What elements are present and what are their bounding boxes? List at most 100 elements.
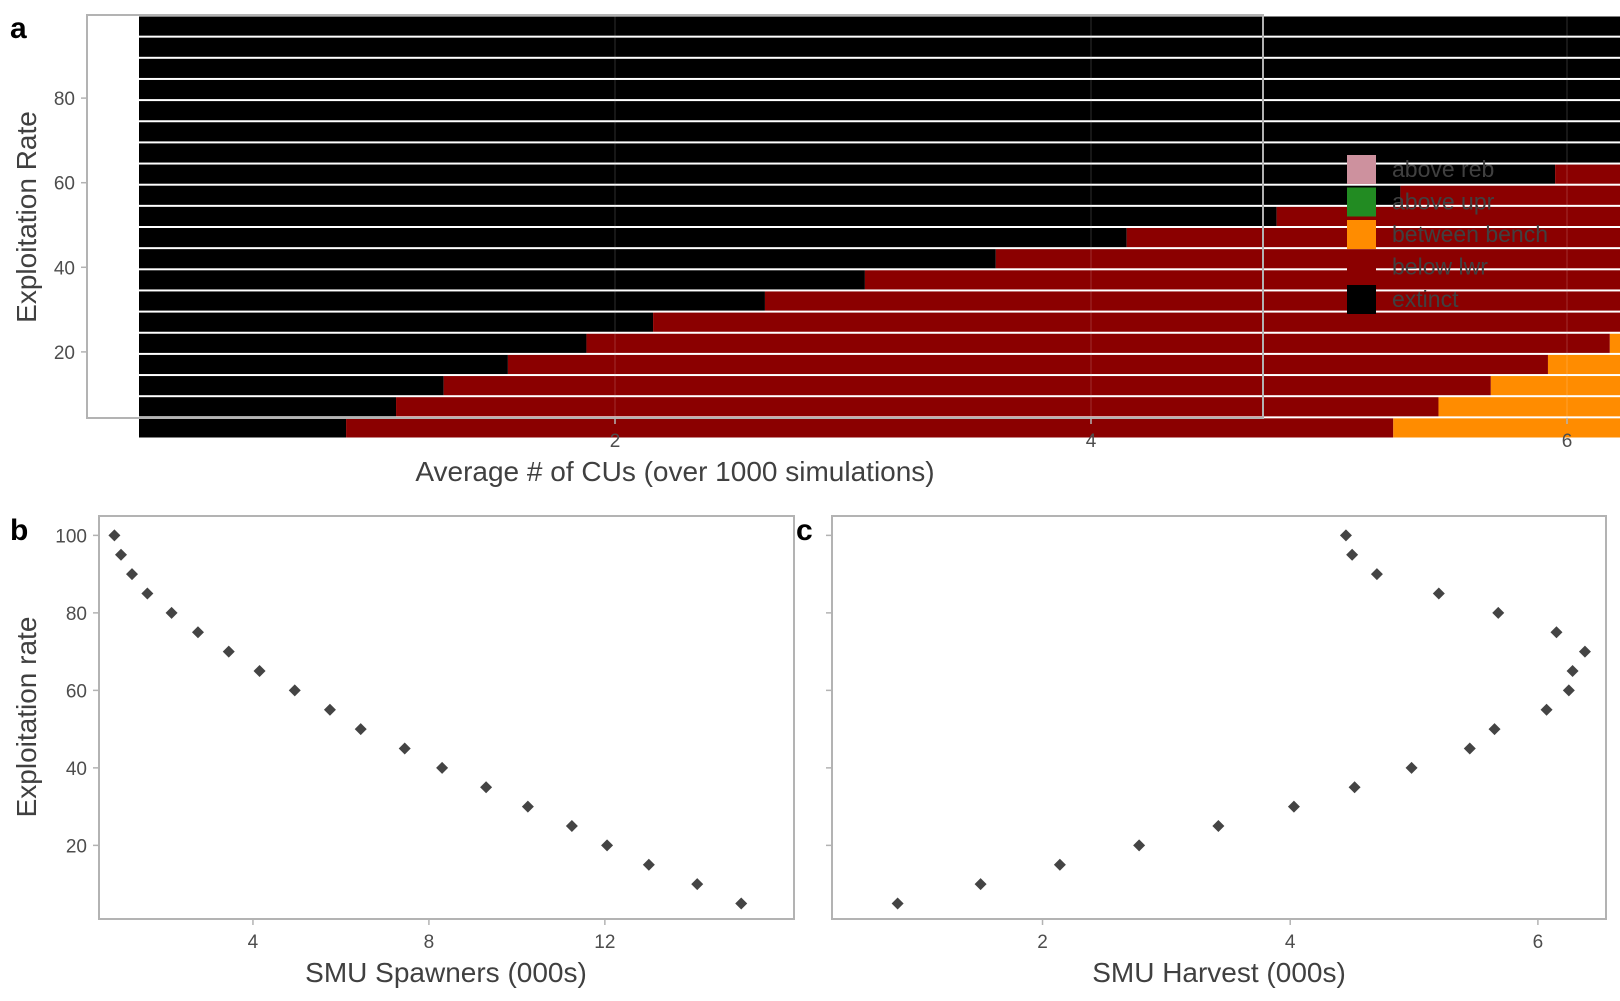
panel-b-x-tick-label: 4 xyxy=(248,932,259,953)
panel-a-x-tick-label: 2 xyxy=(610,431,621,452)
bar-segment-extinct xyxy=(139,79,1620,100)
panel-a-y-tick-label: 20 xyxy=(54,343,75,364)
panel-b: 4 8 12 20 40 60 80 100 SMU Spawners (000s) Exp… xyxy=(11,515,795,988)
bar-segment-extinct xyxy=(139,418,347,438)
panel-c-x-tick-label: 2 xyxy=(1037,932,1048,953)
panel-c-frame xyxy=(831,515,1607,920)
legend-key-below-lwr xyxy=(1347,252,1376,282)
legend-label-extinct: extinct xyxy=(1392,286,1459,312)
bar-segment-extinct xyxy=(139,185,1401,205)
panel-b-y-tick-label: 60 xyxy=(66,681,87,702)
panel-b-point xyxy=(735,897,748,910)
legend-label-below-lwr: below lwr xyxy=(1392,254,1488,280)
panel-tag-a: a xyxy=(10,12,27,45)
panel-c-y-ticks xyxy=(826,534,832,847)
panel-c-point xyxy=(1432,587,1445,600)
legend-key-between-bench xyxy=(1347,220,1376,249)
legend-key-above-upr xyxy=(1347,187,1376,217)
panel-a-x-tick-label: 4 xyxy=(1086,431,1097,452)
bar-segment-below-lwr xyxy=(653,312,1620,332)
panel-b-point xyxy=(288,684,301,697)
bar-segment-extinct xyxy=(139,228,1127,248)
bar-segment-between-bench xyxy=(1609,333,1620,353)
bar-segment-below-lwr xyxy=(764,291,1620,311)
panel-c-point xyxy=(891,897,904,910)
bar-segment-extinct xyxy=(139,397,397,417)
panel-b-y-ticks: 20 40 60 80 100 xyxy=(55,526,99,857)
panel-b-point xyxy=(691,878,704,891)
panel-b-point xyxy=(253,665,266,677)
panel-b-point xyxy=(601,839,614,852)
bar-segment-extinct xyxy=(139,37,1620,57)
bar-segment-extinct xyxy=(139,354,508,375)
bar-segment-extinct xyxy=(139,164,1556,184)
bar-segment-extinct xyxy=(139,291,765,311)
panel-c-point xyxy=(1488,723,1501,736)
bar-segment-extinct xyxy=(139,249,996,269)
panel-c-point xyxy=(1287,800,1300,813)
panel-b-x-tick-label: 8 xyxy=(424,932,435,953)
legend-key-above-reb xyxy=(1347,155,1376,184)
bar-segment-extinct xyxy=(139,270,865,290)
panel-a-frame xyxy=(86,14,1264,419)
panel-c-point xyxy=(1370,568,1383,581)
panel-b-point xyxy=(191,626,204,639)
legend-key-extinct xyxy=(1347,285,1376,314)
bar-segment-extinct xyxy=(139,143,1620,163)
panel-c-point xyxy=(1492,606,1505,619)
legend-label-between-bench: between bench xyxy=(1392,221,1548,247)
panel-b-point xyxy=(114,548,127,561)
panel-b-frame xyxy=(98,515,795,920)
panel-a-y-tick-label: 80 xyxy=(54,89,75,110)
bar-segment-extinct xyxy=(139,206,1277,226)
panel-b-point xyxy=(125,568,138,581)
bar-segment-between-bench xyxy=(1438,397,1620,417)
panel-c-point xyxy=(1339,529,1352,542)
panel-b-x-tick-label: 12 xyxy=(594,932,615,953)
panel-tag-c: c xyxy=(796,514,813,547)
panel-c-x-axis-title: SMU Harvest (000s) xyxy=(1092,957,1346,988)
bar-segment-below-lwr xyxy=(507,354,1548,375)
panel-b-point xyxy=(398,742,411,755)
bar-segment-extinct xyxy=(139,376,444,396)
panel-b-point xyxy=(436,761,449,774)
panel-b-point xyxy=(642,858,655,871)
bar-segment-between-bench xyxy=(1490,376,1620,396)
panel-c-point xyxy=(1346,548,1359,561)
bar-segment-between-bench xyxy=(1393,418,1620,438)
panel-c-point xyxy=(1463,742,1476,755)
bar-segment-below-lwr xyxy=(1555,164,1620,184)
bar-segment-extinct xyxy=(139,122,1620,142)
panel-a-y-ticks: 20 40 60 80 xyxy=(54,89,87,364)
bar-segment-extinct xyxy=(139,333,587,353)
panel-b-point xyxy=(480,781,493,794)
panel-c-point xyxy=(1540,703,1553,716)
panel-b-y-tick-label: 20 xyxy=(66,836,87,857)
panel-a-y-axis-title: Exploitation Rate xyxy=(11,111,42,323)
panel-b-point xyxy=(565,820,578,832)
panel-b-point xyxy=(108,529,121,542)
bar-segment-below-lwr xyxy=(864,270,1620,290)
bar-segment-below-lwr xyxy=(346,418,1394,438)
panel-c: 2 4 6 SMU Harvest (000s) xyxy=(826,515,1607,988)
panel-c-point xyxy=(974,878,987,891)
panel-b-x-ticks: 4 8 12 xyxy=(248,919,615,953)
panel-b-point xyxy=(222,645,235,658)
panel-b-point xyxy=(521,800,534,813)
panel-c-x-ticks: 2 4 6 xyxy=(1037,919,1543,953)
panel-c-point xyxy=(1405,761,1418,774)
bar-segment-below-lwr xyxy=(443,376,1491,396)
panel-a-x-ticks: 2468 xyxy=(610,418,1572,452)
bar-segment-extinct xyxy=(139,16,1620,36)
panel-c-point xyxy=(1348,781,1361,794)
panel-c-points xyxy=(891,529,1591,910)
panel-c-point xyxy=(1053,858,1066,871)
panel-a-y-tick-label: 40 xyxy=(54,258,75,279)
legend-label-above-reb: above reb xyxy=(1392,156,1494,182)
panel-c-point xyxy=(1212,820,1225,832)
panel-b-points xyxy=(108,529,748,910)
bar-segment-extinct xyxy=(139,101,1620,121)
panel-b-y-tick-label: 100 xyxy=(55,526,87,547)
